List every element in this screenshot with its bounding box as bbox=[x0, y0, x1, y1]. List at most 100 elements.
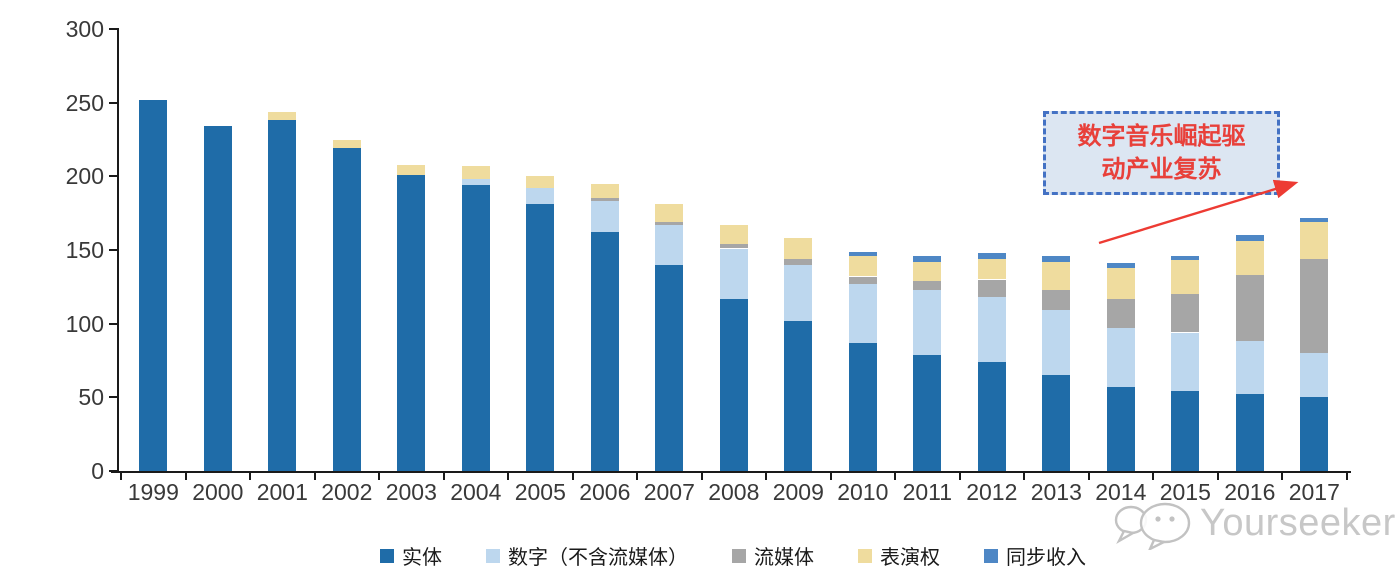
legend-item: 数字（不含流媒体） bbox=[486, 541, 688, 570]
bar-segment-实体 bbox=[1300, 397, 1329, 471]
bar-segment-数字（不含流媒体） bbox=[1235, 341, 1264, 395]
x-axis-tick bbox=[829, 472, 832, 480]
bar-segment-同步收入 bbox=[848, 251, 877, 256]
x-axis-tick bbox=[378, 472, 380, 480]
y-axis-tick bbox=[109, 322, 119, 325]
x-axis-tick-label: 2001 bbox=[256, 479, 308, 505]
x-axis-tick-label: 2014 bbox=[1095, 479, 1147, 505]
y-axis-tick-label: 100 bbox=[65, 310, 104, 337]
bar-segment-实体 bbox=[268, 120, 297, 471]
x-axis-tick-label: 2007 bbox=[643, 479, 695, 505]
watermark-text: Yourseeker bbox=[1200, 501, 1396, 544]
bar-segment-数字（不含流媒体） bbox=[913, 289, 942, 355]
y-axis-tick bbox=[109, 470, 119, 472]
legend-item: 流媒体 bbox=[732, 541, 814, 570]
x-axis-tick bbox=[442, 472, 445, 480]
bar-segment-实体 bbox=[913, 354, 942, 471]
bar-segment-表演权 bbox=[268, 111, 297, 121]
bar-segment-数字（不含流媒体） bbox=[1171, 332, 1200, 392]
x-axis-tick-label: 2017 bbox=[1288, 479, 1340, 505]
chat-bubbles-icon bbox=[1114, 502, 1191, 550]
x-axis-tick-label: 2006 bbox=[579, 479, 631, 505]
x-axis-line bbox=[111, 471, 1351, 473]
bar-segment-表演权 bbox=[526, 176, 555, 189]
bar-segment-表演权 bbox=[977, 258, 1006, 280]
legend-swatch bbox=[984, 548, 998, 563]
x-axis-tick-label: 2015 bbox=[1159, 479, 1211, 505]
bar-segment-同步收入 bbox=[1171, 255, 1200, 261]
bar-segment-流媒体 bbox=[719, 244, 748, 249]
bar-segment-数字（不含流媒体） bbox=[655, 225, 684, 265]
x-axis-tick-label: 2012 bbox=[966, 479, 1018, 505]
x-axis-tick-label: 2010 bbox=[837, 479, 889, 505]
bar-segment-数字（不含流媒体） bbox=[1300, 353, 1329, 398]
bar-segment-数字（不含流媒体） bbox=[784, 264, 813, 321]
legend-label: 数字（不含流媒体） bbox=[508, 547, 688, 569]
y-axis-tick bbox=[109, 28, 119, 30]
bar-segment-数字（不含流媒体） bbox=[719, 248, 748, 299]
bar-segment-实体 bbox=[1235, 394, 1264, 471]
bar-segment-同步收入 bbox=[977, 252, 1006, 259]
annotation-text-line1: 数字音乐崛起驱 bbox=[1077, 123, 1246, 150]
bar-segment-实体 bbox=[1106, 387, 1135, 471]
bar-segment-实体 bbox=[784, 320, 813, 471]
bar-segment-实体 bbox=[397, 174, 426, 471]
bar-segment-数字（不含流媒体） bbox=[848, 283, 877, 343]
x-axis-tick bbox=[120, 472, 122, 480]
x-axis-tick bbox=[1087, 472, 1090, 480]
y-axis-tick-label: 50 bbox=[78, 384, 104, 411]
legend-label: 同步收入 bbox=[1006, 547, 1086, 569]
x-axis-tick bbox=[1281, 472, 1283, 480]
bar-segment-同步收入 bbox=[1106, 263, 1135, 268]
legend-swatch bbox=[858, 548, 872, 563]
annotation-callout: 数字音乐崛起驱 动产业复苏 bbox=[1043, 111, 1280, 195]
bar-segment-流媒体 bbox=[1042, 289, 1071, 311]
bar-segment-同步收入 bbox=[913, 255, 942, 262]
bar-segment-同步收入 bbox=[1300, 217, 1329, 222]
bar-segment-表演权 bbox=[848, 255, 877, 277]
legend-swatch bbox=[732, 548, 746, 563]
legend-item: 实体 bbox=[380, 541, 442, 570]
annotation-text-line2: 动产业复苏 bbox=[1101, 156, 1222, 183]
bar-segment-流媒体 bbox=[590, 198, 619, 202]
legend-label: 表演权 bbox=[880, 547, 940, 569]
x-axis-tick bbox=[184, 472, 187, 480]
bar-segment-数字（不含流媒体） bbox=[526, 188, 555, 205]
bar-segment-实体 bbox=[461, 185, 490, 471]
x-axis-tick-label: 2013 bbox=[1030, 479, 1082, 505]
bar-segment-表演权 bbox=[913, 261, 942, 281]
x-axis-tick bbox=[636, 472, 638, 480]
y-axis-tick-label: 300 bbox=[65, 16, 104, 42]
y-axis-tick bbox=[109, 175, 119, 178]
x-axis-tick-label: 2009 bbox=[772, 479, 824, 505]
bar-segment-表演权 bbox=[1171, 260, 1200, 295]
bar-segment-实体 bbox=[332, 148, 361, 471]
bar-segment-表演权 bbox=[1042, 261, 1071, 290]
x-axis-tick bbox=[571, 472, 574, 480]
bar-segment-表演权 bbox=[655, 204, 684, 222]
bar-segment-流媒体 bbox=[913, 280, 942, 290]
bar-segment-数字（不含流媒体） bbox=[1106, 328, 1135, 387]
x-axis-tick-label: 2004 bbox=[450, 479, 502, 505]
bar-segment-同步收入 bbox=[1235, 235, 1264, 242]
x-axis-tick bbox=[958, 472, 961, 480]
y-axis-tick bbox=[109, 396, 119, 399]
bar-segment-表演权 bbox=[332, 139, 361, 149]
bar-segment-数字（不含流媒体） bbox=[977, 297, 1006, 362]
bar-segment-实体 bbox=[1042, 375, 1071, 471]
bar-segment-表演权 bbox=[1300, 222, 1329, 259]
bar-segment-表演权 bbox=[590, 183, 619, 199]
y-axis-tick-label: 0 bbox=[91, 458, 104, 484]
bar-segment-同步收入 bbox=[1042, 255, 1071, 262]
x-axis-tick bbox=[1216, 472, 1219, 480]
legend-item: 表演权 bbox=[858, 541, 940, 570]
bar-segment-实体 bbox=[848, 342, 877, 471]
y-axis-line bbox=[117, 29, 119, 473]
y-axis-tick bbox=[109, 249, 119, 251]
legend-swatch bbox=[380, 548, 394, 563]
bar-segment-表演权 bbox=[784, 238, 813, 259]
x-axis-tick bbox=[765, 472, 767, 480]
legend-swatch bbox=[486, 548, 500, 563]
y-axis-tick-label: 200 bbox=[65, 163, 104, 190]
